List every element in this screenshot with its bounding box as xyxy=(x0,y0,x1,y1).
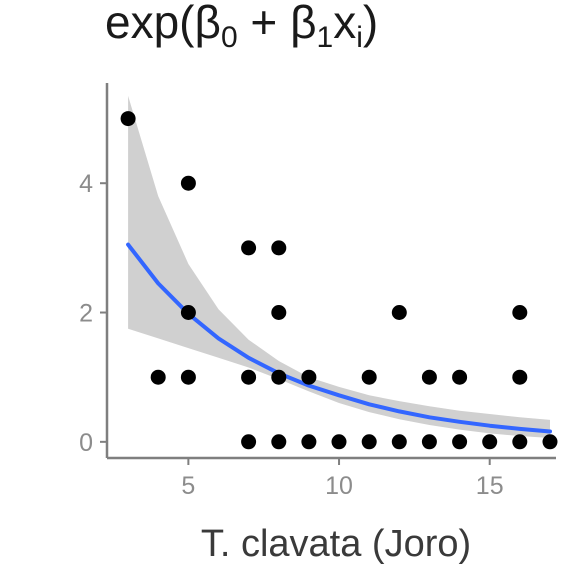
y-tick-label: 2 xyxy=(79,300,93,328)
fit-line-layer xyxy=(126,242,552,434)
data-point xyxy=(180,369,196,385)
x-tick-label: 15 xyxy=(476,472,504,500)
fit-line xyxy=(126,242,552,434)
data-point xyxy=(180,175,196,191)
data-point xyxy=(180,305,196,320)
x-tick-label: 5 xyxy=(181,472,195,500)
data-point xyxy=(150,369,166,385)
data-point xyxy=(421,434,437,450)
chart-title: exp(β0 + β1xi) xyxy=(105,0,378,54)
confidence-band-layer xyxy=(128,95,550,439)
title-part: + β xyxy=(238,0,317,48)
confidence-band xyxy=(128,95,550,439)
data-point xyxy=(271,305,287,320)
data-point xyxy=(241,240,257,256)
title-subscript: 1 xyxy=(317,21,334,54)
data-point xyxy=(512,305,528,320)
x-tick-label: 10 xyxy=(325,472,353,500)
data-point xyxy=(512,434,528,450)
data-point xyxy=(271,434,287,450)
title-subscript: 0 xyxy=(221,21,238,54)
data-point xyxy=(452,434,468,450)
data-point xyxy=(361,369,377,385)
data-point xyxy=(271,369,287,385)
data-point xyxy=(452,369,468,385)
data-point xyxy=(512,369,528,385)
data-point xyxy=(120,111,136,127)
data-point xyxy=(391,305,407,320)
data-point xyxy=(301,369,317,385)
title-part: x xyxy=(333,0,356,48)
data-point xyxy=(361,434,377,450)
axes-layer xyxy=(105,83,556,460)
data-point xyxy=(301,434,317,450)
y-tick-label: 0 xyxy=(79,429,93,457)
data-point xyxy=(391,434,407,450)
title-part: ) xyxy=(363,0,378,48)
data-point xyxy=(331,434,347,450)
x-axis-label: T. clavata (Joro) xyxy=(201,523,471,565)
title-part: exp(β xyxy=(105,0,221,48)
points-layer xyxy=(120,111,558,450)
data-point xyxy=(271,240,287,256)
data-point xyxy=(542,434,558,450)
y-tick-label: 4 xyxy=(79,170,93,198)
title-subscript: i xyxy=(356,21,363,54)
data-point xyxy=(241,434,257,450)
data-point xyxy=(421,369,437,385)
data-point xyxy=(241,369,257,385)
data-point xyxy=(482,434,498,450)
ticks-layer: 5 10 15 0 2 4 xyxy=(79,170,504,500)
